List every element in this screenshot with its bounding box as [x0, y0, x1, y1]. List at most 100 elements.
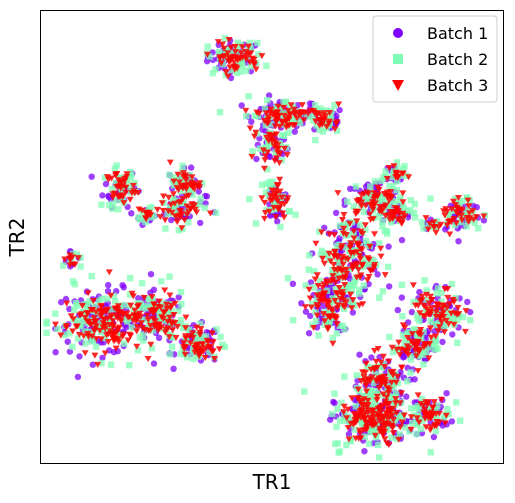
data-point	[313, 312, 321, 319]
data-point	[174, 171, 182, 178]
data-point	[113, 184, 121, 190]
data-point	[311, 267, 318, 275]
data-point	[364, 376, 372, 383]
data-point	[398, 364, 406, 371]
data-point	[166, 292, 174, 299]
data-point	[228, 66, 236, 74]
data-point	[342, 255, 350, 262]
data-point	[161, 217, 169, 224]
data-point	[265, 116, 272, 123]
data-point	[380, 421, 388, 428]
data-point	[274, 218, 281, 225]
data-point	[418, 335, 425, 342]
data-point	[339, 217, 346, 223]
data-point	[285, 129, 292, 136]
data-point	[382, 202, 390, 209]
data-point	[119, 333, 127, 340]
data-point	[252, 129, 260, 136]
data-point	[462, 211, 469, 218]
data-point	[101, 174, 109, 181]
data-point	[474, 225, 482, 232]
data-point	[406, 428, 413, 435]
data-point	[182, 344, 190, 351]
data-point	[254, 113, 261, 120]
data-point	[165, 310, 172, 318]
data-point	[357, 399, 365, 406]
data-point	[347, 240, 355, 247]
data-point	[136, 310, 144, 317]
data-point	[448, 418, 456, 425]
data-point	[150, 302, 158, 309]
data-point	[399, 202, 407, 210]
data-point	[281, 145, 288, 152]
data-point	[308, 113, 316, 120]
data-point	[443, 208, 451, 215]
data-point	[164, 318, 172, 325]
data-point	[379, 222, 386, 230]
data-point	[265, 138, 273, 145]
data-point	[62, 295, 70, 303]
data-point	[339, 291, 347, 298]
data-point	[114, 206, 122, 213]
data-point	[356, 256, 364, 263]
data-point	[237, 50, 245, 57]
data-point	[123, 323, 130, 331]
data-point	[358, 262, 366, 269]
data-point	[420, 328, 427, 336]
data-point	[253, 109, 261, 116]
data-point	[464, 298, 471, 306]
data-point	[452, 209, 460, 216]
data-point	[266, 153, 273, 161]
data-point	[463, 223, 470, 230]
data-point	[352, 419, 360, 426]
data-point	[128, 324, 136, 331]
data-point	[333, 127, 341, 134]
data-point	[250, 56, 258, 63]
plot-points	[43, 35, 489, 461]
data-point	[391, 211, 399, 218]
data-point	[358, 203, 365, 210]
data-point	[389, 374, 396, 382]
data-point	[274, 149, 282, 156]
data-point	[336, 322, 344, 329]
data-point	[154, 206, 161, 213]
data-point	[341, 373, 348, 380]
data-point	[389, 368, 397, 375]
data-point	[424, 226, 432, 233]
data-point	[291, 128, 298, 135]
data-point	[349, 264, 357, 271]
data-point	[136, 334, 144, 341]
data-point	[341, 325, 348, 333]
data-point	[374, 441, 382, 449]
data-point	[273, 145, 281, 152]
data-point	[270, 132, 278, 139]
data-point	[127, 333, 135, 339]
data-point	[196, 180, 204, 187]
data-point	[465, 203, 473, 210]
data-point	[103, 295, 111, 303]
data-point	[233, 55, 241, 62]
data-point	[124, 314, 132, 321]
data-point	[371, 428, 378, 435]
data-point	[370, 414, 378, 421]
data-point	[94, 361, 102, 368]
data-point	[376, 454, 383, 461]
data-point	[357, 408, 364, 414]
data-point	[176, 320, 184, 327]
data-point	[156, 214, 164, 221]
data-point	[314, 295, 321, 302]
data-point	[280, 214, 288, 221]
data-point	[390, 348, 397, 356]
data-point	[426, 414, 434, 421]
data-point	[420, 225, 427, 232]
data-point	[371, 348, 378, 354]
data-point	[392, 400, 400, 407]
data-point	[92, 309, 100, 316]
data-point	[196, 332, 204, 338]
data-point	[388, 382, 395, 390]
data-point	[347, 185, 354, 192]
data-point	[362, 237, 370, 245]
data-point	[219, 54, 227, 60]
data-point	[379, 353, 387, 360]
data-point	[377, 245, 385, 252]
